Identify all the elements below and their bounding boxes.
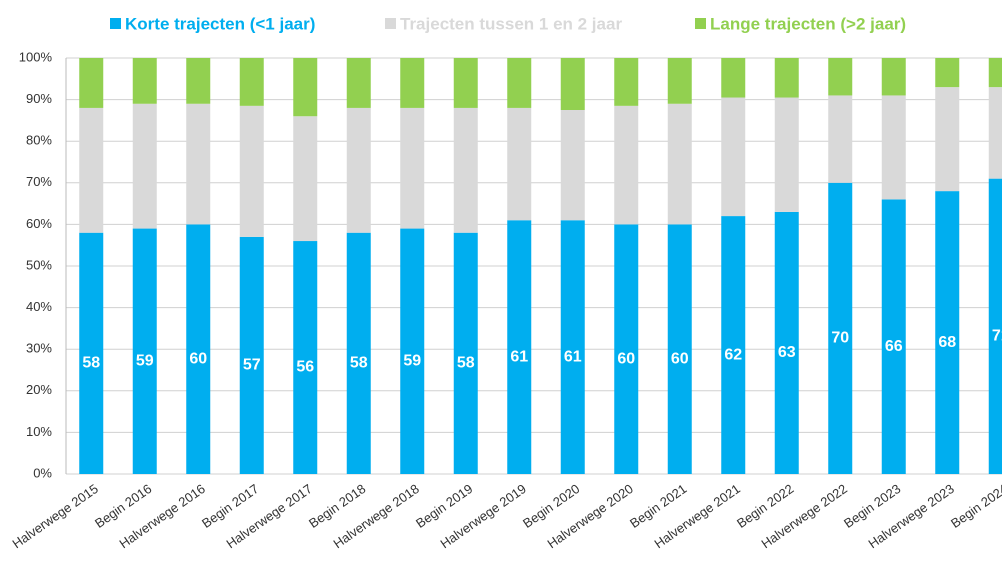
data-label: 58	[82, 355, 100, 372]
data-label: 57	[243, 357, 261, 374]
bar-segment	[79, 58, 104, 108]
bar-segment	[507, 58, 532, 108]
bar-segment	[346, 58, 371, 108]
bar-segment	[988, 178, 1002, 474]
legend-label: Lange trajecten (>2 jaar)	[710, 14, 906, 33]
bar-segment	[881, 199, 906, 474]
bar-segment	[721, 97, 746, 217]
y-tick-label: 70%	[26, 174, 52, 189]
legend-swatch	[695, 18, 706, 29]
bar-segment	[186, 103, 211, 225]
bar-segment	[400, 107, 425, 229]
bar-segment	[988, 58, 1002, 88]
y-tick-label: 60%	[26, 216, 52, 231]
data-label: 61	[510, 348, 528, 365]
bar-segment	[453, 232, 478, 474]
x-tick-label: Begin 2024	[948, 481, 1002, 531]
bar-segment	[667, 58, 692, 104]
data-label: 62	[724, 346, 742, 363]
bar-segment	[774, 211, 799, 475]
bar-segment	[614, 105, 639, 225]
bar-segment	[186, 58, 211, 104]
bar-segment	[507, 220, 532, 474]
y-tick-label: 20%	[26, 382, 52, 397]
bar-segment	[774, 97, 799, 212]
y-tick-label: 90%	[26, 91, 52, 106]
bar-segment	[614, 58, 639, 106]
bar-segment	[828, 58, 853, 96]
bar-segment	[186, 224, 211, 474]
y-tick-label: 30%	[26, 341, 52, 356]
bar-segment	[560, 58, 585, 110]
bar-segment	[239, 58, 264, 106]
bar-segment	[721, 216, 746, 474]
data-label: 63	[778, 344, 796, 361]
bar-segment	[667, 103, 692, 225]
bar-segment	[828, 182, 853, 475]
data-label: 60	[189, 350, 207, 367]
bar-segment	[881, 58, 906, 96]
bar-segment	[293, 241, 318, 474]
bar-segment	[507, 107, 532, 221]
bar-segment	[667, 224, 692, 474]
bar-segment	[132, 228, 157, 474]
data-label: 68	[938, 334, 956, 351]
bar-segment	[400, 58, 425, 108]
bar-segment	[239, 105, 264, 237]
data-label: 61	[564, 348, 582, 365]
data-label: 66	[885, 338, 903, 355]
data-label: 56	[296, 359, 314, 376]
x-tick-label: Halverwege 2015	[9, 481, 100, 551]
data-label: 58	[350, 355, 368, 372]
y-tick-label: 80%	[26, 133, 52, 148]
bar-segment	[828, 95, 853, 183]
bar-segment	[560, 110, 585, 221]
bar-segment	[881, 95, 906, 200]
bar-segment	[721, 58, 746, 98]
bar-segment	[935, 58, 960, 88]
bar-segment	[453, 58, 478, 108]
bar-segment	[293, 58, 318, 117]
legend-label: Korte trajecten (<1 jaar)	[125, 14, 315, 33]
data-label: 70	[831, 330, 849, 347]
bar-segment	[988, 87, 1002, 179]
y-tick-label: 0%	[33, 465, 52, 480]
bar-segment	[614, 224, 639, 474]
bar-segment	[453, 107, 478, 233]
bar-segment	[560, 220, 585, 474]
legend-label: Trajecten tussen 1 en 2 jaar	[400, 14, 622, 33]
data-label: 59	[136, 352, 154, 369]
y-tick-label: 100%	[19, 49, 53, 64]
bar-segment	[293, 116, 318, 242]
data-label: 60	[617, 350, 635, 367]
bar-segment	[79, 232, 104, 474]
bar-segment	[346, 107, 371, 233]
bar-segment	[400, 228, 425, 474]
bar-segment	[132, 58, 157, 104]
bar-segment	[346, 232, 371, 474]
bar-segment	[132, 103, 157, 229]
legend-swatch	[385, 18, 396, 29]
bar-segment	[935, 191, 960, 474]
data-label: 60	[671, 350, 689, 367]
y-tick-label: 40%	[26, 299, 52, 314]
bar-segment	[239, 236, 264, 474]
y-tick-label: 50%	[26, 257, 52, 272]
data-label: 71	[992, 328, 1002, 345]
bar-segment	[774, 58, 799, 98]
data-label: 59	[403, 352, 421, 369]
bar-segment	[935, 87, 960, 192]
bar-segment	[79, 107, 104, 233]
legend-swatch	[110, 18, 121, 29]
data-label: 58	[457, 355, 475, 372]
y-tick-label: 10%	[26, 424, 52, 439]
